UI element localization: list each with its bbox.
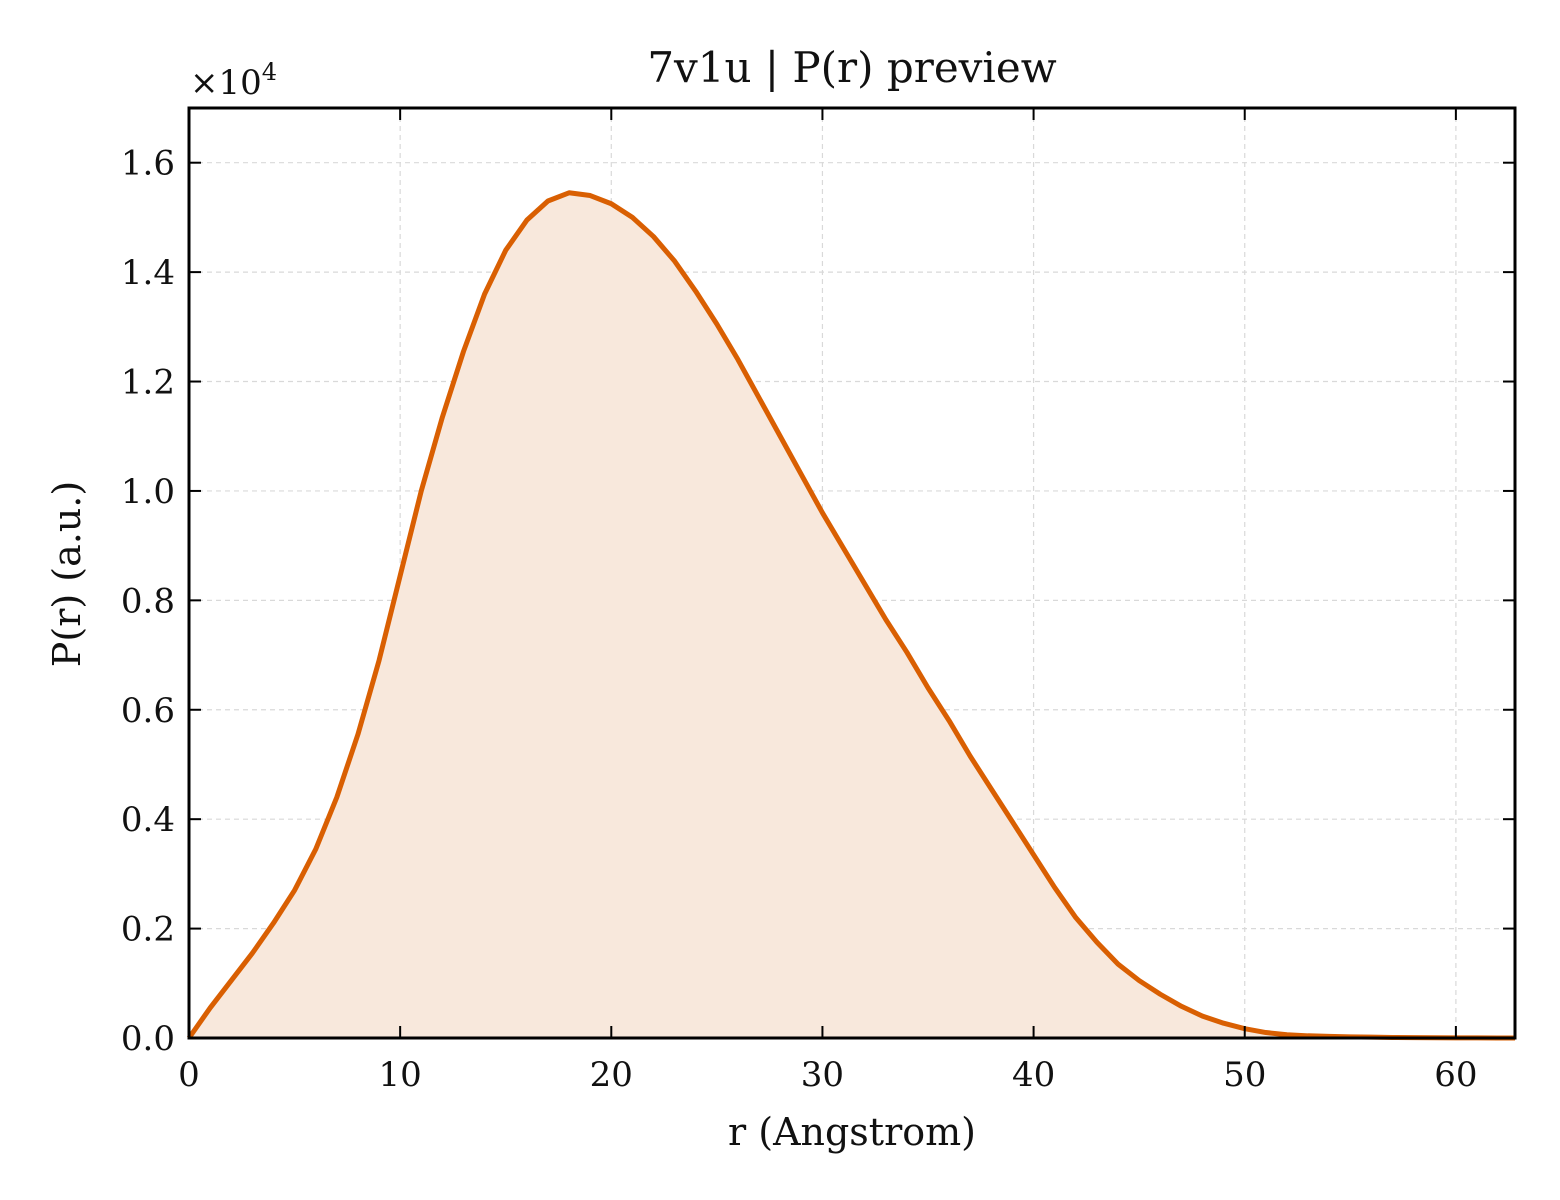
x-tick-label: 40 [1012,1055,1055,1095]
y-multiplier-base: ×10 [190,63,262,103]
y-tick-label: 1.0 [121,472,175,512]
series-line [186,190,1516,1041]
x-tick-label: 50 [1223,1055,1266,1095]
y-multiplier-exponent: 4 [262,58,277,86]
y-tick-label: 0.2 [121,910,175,950]
y-tick-label: 1.6 [121,144,175,184]
y-tick-label: 1.4 [121,253,175,293]
y-tick-label: 0.0 [121,1019,175,1059]
y-multiplier-label: ×104 [190,58,277,103]
tick-labels: 0 10 20 30 40 50 60 0.0 0.2 0.4 0.6 0.8 1.0 1.2 1.4 1.6 [121,144,1478,1095]
plot-frame [187,106,1517,1040]
y-tick-label: 0.6 [121,691,175,731]
area-fill [189,192,1515,1039]
x-tick-label: 20 [590,1055,633,1095]
y-tick-label: 0.4 [121,800,175,840]
x-axis-title: r (Angstrom) [728,1110,976,1154]
x-tick-label: 60 [1434,1055,1477,1095]
y-tick-label: 1.2 [121,363,175,403]
y-tick-label: 0.8 [121,581,175,621]
chart-title: 7v1u | P(r) preview [647,43,1056,92]
x-tick-label: 10 [379,1055,422,1095]
ticks [188,108,1515,1039]
y-axis-title: P(r) (a.u.) [45,481,89,667]
x-tick-label: 0 [178,1055,200,1095]
x-tick-label: 30 [801,1055,844,1095]
